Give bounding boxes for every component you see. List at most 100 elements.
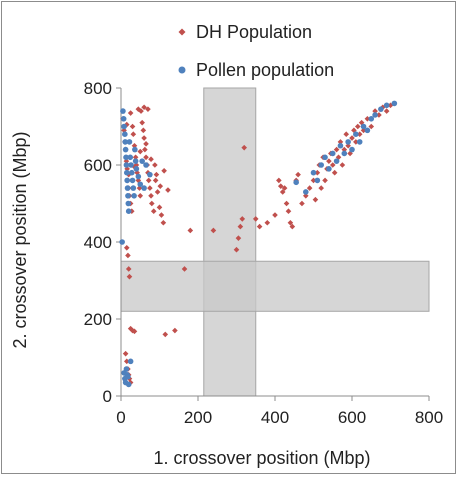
dh-point bbox=[135, 106, 142, 112]
pollen-point bbox=[132, 158, 139, 164]
dh-point bbox=[181, 266, 188, 272]
pollen-point bbox=[303, 189, 309, 195]
x-axis-title: 1. crossover position (Mbp) bbox=[153, 448, 370, 468]
dh-point bbox=[279, 189, 286, 195]
dh-point bbox=[127, 110, 134, 116]
dh-point bbox=[142, 146, 148, 153]
pollen-point bbox=[310, 169, 317, 176]
dh-point bbox=[295, 171, 301, 178]
dh-point bbox=[134, 169, 140, 176]
dh-point bbox=[287, 219, 294, 226]
dh-point bbox=[152, 162, 158, 168]
dh-point bbox=[299, 200, 305, 207]
dh-point bbox=[187, 227, 194, 234]
dh-point bbox=[256, 223, 263, 230]
pollen-point bbox=[349, 146, 355, 153]
pollen-point bbox=[135, 173, 142, 180]
dh-point bbox=[264, 219, 271, 226]
dh-point bbox=[162, 331, 169, 338]
pollen-point bbox=[121, 123, 127, 130]
dh-point bbox=[339, 162, 346, 168]
dh-point bbox=[289, 223, 296, 230]
x-tick-label: 800 bbox=[415, 408, 443, 427]
dh-point bbox=[161, 167, 167, 174]
dh-point bbox=[312, 196, 319, 203]
dh-point bbox=[335, 154, 342, 161]
pollen-point bbox=[137, 181, 144, 188]
pollen-point bbox=[326, 166, 332, 172]
pollen-point bbox=[120, 108, 126, 114]
dh-point bbox=[149, 200, 155, 207]
dh-point bbox=[322, 177, 328, 184]
y-tick-label: 800 bbox=[84, 79, 112, 98]
pollen-point bbox=[123, 154, 129, 161]
pollen-point bbox=[124, 177, 130, 184]
pollen-point bbox=[141, 185, 147, 191]
dh-point bbox=[285, 208, 292, 214]
dh-point bbox=[383, 108, 390, 114]
dh-point bbox=[272, 212, 278, 218]
dh-point bbox=[343, 131, 350, 137]
dh-point bbox=[153, 171, 160, 178]
pollen-point bbox=[119, 239, 125, 245]
axes bbox=[116, 87, 430, 401]
dh-point bbox=[135, 177, 142, 184]
dh-point bbox=[143, 141, 149, 147]
legend-label: Pollen population bbox=[196, 60, 334, 80]
pollen-point bbox=[122, 139, 129, 145]
dh-point bbox=[329, 162, 336, 168]
pollen-point bbox=[127, 154, 134, 161]
dh-point bbox=[306, 185, 313, 191]
dh-point bbox=[130, 131, 137, 137]
dh-point bbox=[356, 131, 363, 137]
dh-point bbox=[129, 123, 136, 130]
dh-point bbox=[154, 189, 161, 195]
dh-point bbox=[148, 156, 154, 163]
pollen-point bbox=[132, 146, 138, 153]
dh-point bbox=[152, 177, 159, 184]
dh-point bbox=[368, 123, 375, 130]
dh-point bbox=[318, 185, 324, 191]
shaded-regions bbox=[120, 87, 430, 397]
dh-point bbox=[331, 169, 338, 176]
pollen-point bbox=[123, 162, 130, 168]
dh-point bbox=[139, 119, 145, 126]
dh-point bbox=[138, 108, 144, 114]
pollen-point bbox=[125, 193, 131, 199]
pollen-point bbox=[139, 158, 145, 164]
dh-point bbox=[131, 328, 138, 335]
dh-point bbox=[147, 185, 153, 191]
y-tick-label: 0 bbox=[103, 387, 112, 406]
pollen-point bbox=[125, 381, 132, 388]
dh-point bbox=[237, 223, 244, 230]
y-tick-label: 600 bbox=[84, 156, 112, 175]
dh-point bbox=[156, 204, 163, 211]
y-tick-label: 200 bbox=[84, 310, 112, 329]
dh-point bbox=[281, 185, 288, 191]
dh-point bbox=[125, 266, 132, 272]
dh-point bbox=[235, 235, 242, 241]
dh-point bbox=[345, 142, 351, 149]
pollen-point bbox=[143, 162, 149, 168]
dh-point bbox=[333, 146, 340, 153]
pollen-point bbox=[372, 112, 378, 118]
dh-point bbox=[376, 112, 382, 118]
dh-point bbox=[124, 166, 130, 172]
dh-point bbox=[351, 127, 357, 134]
pollen-point bbox=[329, 150, 336, 157]
dh-point bbox=[172, 327, 178, 334]
pollen-point bbox=[293, 179, 299, 186]
y-tick-label: 400 bbox=[84, 233, 112, 252]
legend: DH Population Pollen population bbox=[178, 22, 334, 80]
dh-point bbox=[277, 183, 284, 189]
dh-point bbox=[137, 148, 144, 155]
dh-point bbox=[310, 177, 317, 184]
dh-point bbox=[143, 154, 149, 161]
dh-point bbox=[141, 135, 147, 141]
dh-point bbox=[123, 244, 130, 251]
x-tick-label: 400 bbox=[261, 408, 289, 427]
pollen-point bbox=[333, 158, 340, 164]
pollen-point bbox=[353, 131, 359, 137]
x-tick-label: 0 bbox=[116, 408, 125, 427]
